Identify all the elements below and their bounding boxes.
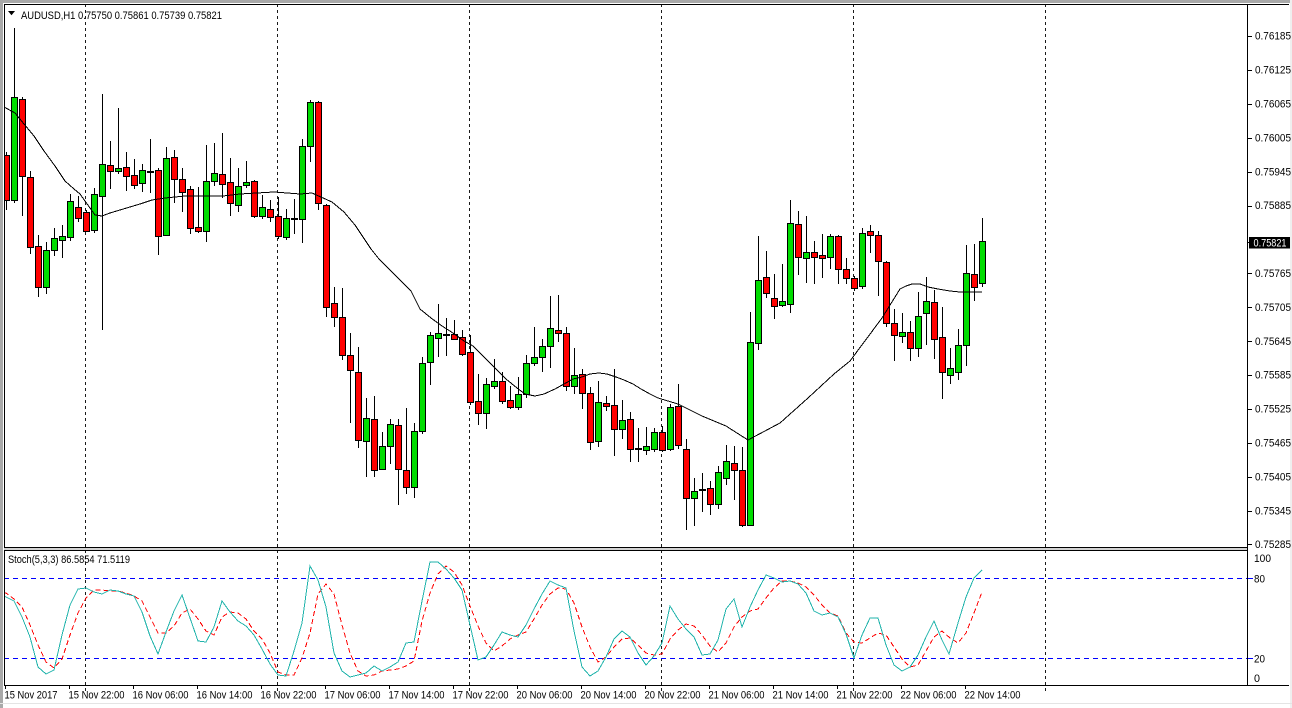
- svg-text:20: 20: [1254, 654, 1265, 666]
- svg-text:0.76125: 0.76125: [1255, 65, 1291, 77]
- svg-text:0: 0: [1254, 673, 1260, 685]
- svg-text:80: 80: [1254, 574, 1265, 586]
- svg-text:0.75821: 0.75821: [1254, 238, 1287, 250]
- svg-text:21 Nov 14:00: 21 Nov 14:00: [773, 690, 829, 702]
- svg-text:0.75945: 0.75945: [1255, 166, 1291, 178]
- svg-text:22 Nov 06:00: 22 Nov 06:00: [901, 690, 957, 702]
- svg-text:0.76065: 0.76065: [1255, 99, 1291, 111]
- svg-text:21 Nov 06:00: 21 Nov 06:00: [709, 690, 765, 702]
- svg-text:0.75345: 0.75345: [1255, 505, 1291, 517]
- svg-text:0.76185: 0.76185: [1255, 31, 1291, 43]
- svg-text:Stoch(5,3,3) 86.5854 71.5119: Stoch(5,3,3) 86.5854 71.5119: [8, 554, 130, 566]
- svg-text:0.75705: 0.75705: [1255, 302, 1291, 314]
- svg-text:0.75765: 0.75765: [1255, 268, 1291, 280]
- svg-text:17 Nov 14:00: 17 Nov 14:00: [389, 690, 445, 702]
- svg-text:AUDUSD,H1 0.75750 0.75861 0.7: AUDUSD,H1 0.75750 0.75861 0.75739 0.7582…: [21, 10, 222, 22]
- svg-text:17 Nov 22:00: 17 Nov 22:00: [453, 690, 509, 702]
- svg-text:15 Nov 2017: 15 Nov 2017: [5, 690, 58, 702]
- svg-text:0.75525: 0.75525: [1255, 404, 1291, 416]
- svg-text:0.75645: 0.75645: [1255, 336, 1291, 348]
- svg-text:0.75405: 0.75405: [1255, 471, 1291, 483]
- svg-text:0.75585: 0.75585: [1255, 370, 1291, 382]
- svg-text:0.75285: 0.75285: [1255, 539, 1291, 551]
- svg-text:0.75465: 0.75465: [1255, 438, 1291, 450]
- svg-text:16 Nov 14:00: 16 Nov 14:00: [197, 690, 253, 702]
- svg-text:17 Nov 06:00: 17 Nov 06:00: [325, 690, 381, 702]
- svg-text:16 Nov 22:00: 16 Nov 22:00: [261, 690, 317, 702]
- svg-text:21 Nov 22:00: 21 Nov 22:00: [837, 690, 893, 702]
- svg-text:15 Nov 22:00: 15 Nov 22:00: [69, 690, 125, 702]
- svg-text:100: 100: [1254, 553, 1271, 565]
- svg-text:16 Nov 06:00: 16 Nov 06:00: [133, 690, 189, 702]
- svg-text:20 Nov 14:00: 20 Nov 14:00: [581, 690, 637, 702]
- svg-text:0.76005: 0.76005: [1255, 132, 1291, 144]
- svg-text:22 Nov 14:00: 22 Nov 14:00: [965, 690, 1021, 702]
- svg-text:20 Nov 06:00: 20 Nov 06:00: [517, 690, 573, 702]
- svg-text:0.75885: 0.75885: [1255, 200, 1291, 212]
- svg-text:20 Nov 22:00: 20 Nov 22:00: [645, 690, 701, 702]
